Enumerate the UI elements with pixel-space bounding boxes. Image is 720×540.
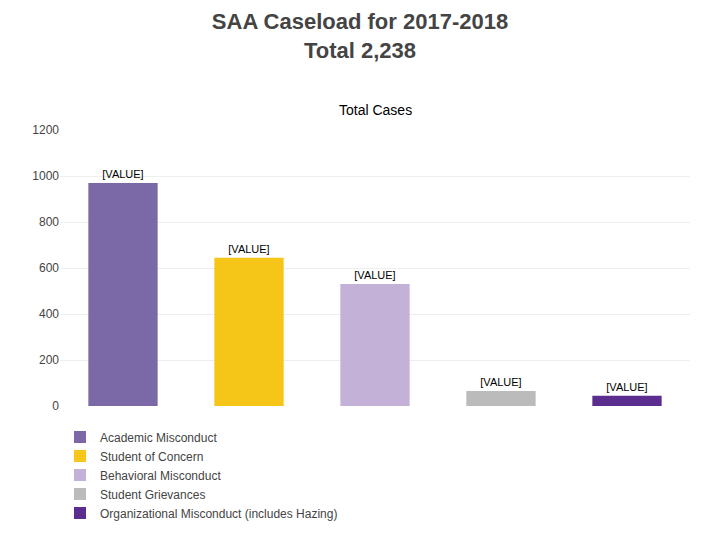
svg-text:[VALUE]: [VALUE] [606, 381, 647, 393]
svg-text:0: 0 [52, 399, 59, 413]
svg-text:1200: 1200 [32, 123, 59, 137]
svg-text:[VALUE]: [VALUE] [228, 243, 269, 255]
svg-text:SAA Caseload for 2017-2018Tota: SAA Caseload for 2017-2018Total 2,238 [212, 9, 508, 63]
svg-text:[VALUE]: [VALUE] [102, 168, 143, 180]
svg-text:Academic Misconduct: Academic Misconduct [100, 431, 217, 445]
svg-text:[VALUE]: [VALUE] [480, 376, 521, 388]
svg-text:800: 800 [39, 215, 59, 229]
svg-text:400: 400 [39, 307, 59, 321]
svg-text:Total Cases: Total Cases [339, 102, 412, 118]
svg-text:600: 600 [39, 261, 59, 275]
svg-text:Student Grievances: Student Grievances [100, 488, 205, 502]
svg-text:200: 200 [39, 353, 59, 367]
svg-text:Student of Concern: Student of Concern [100, 450, 203, 464]
svg-text:Organizational Misconduct (inc: Organizational Misconduct (includes Hazi… [100, 507, 337, 521]
svg-text:1000: 1000 [32, 169, 59, 183]
svg-text:[VALUE]: [VALUE] [354, 269, 395, 281]
svg-text:Behavioral Misconduct: Behavioral Misconduct [100, 469, 221, 483]
